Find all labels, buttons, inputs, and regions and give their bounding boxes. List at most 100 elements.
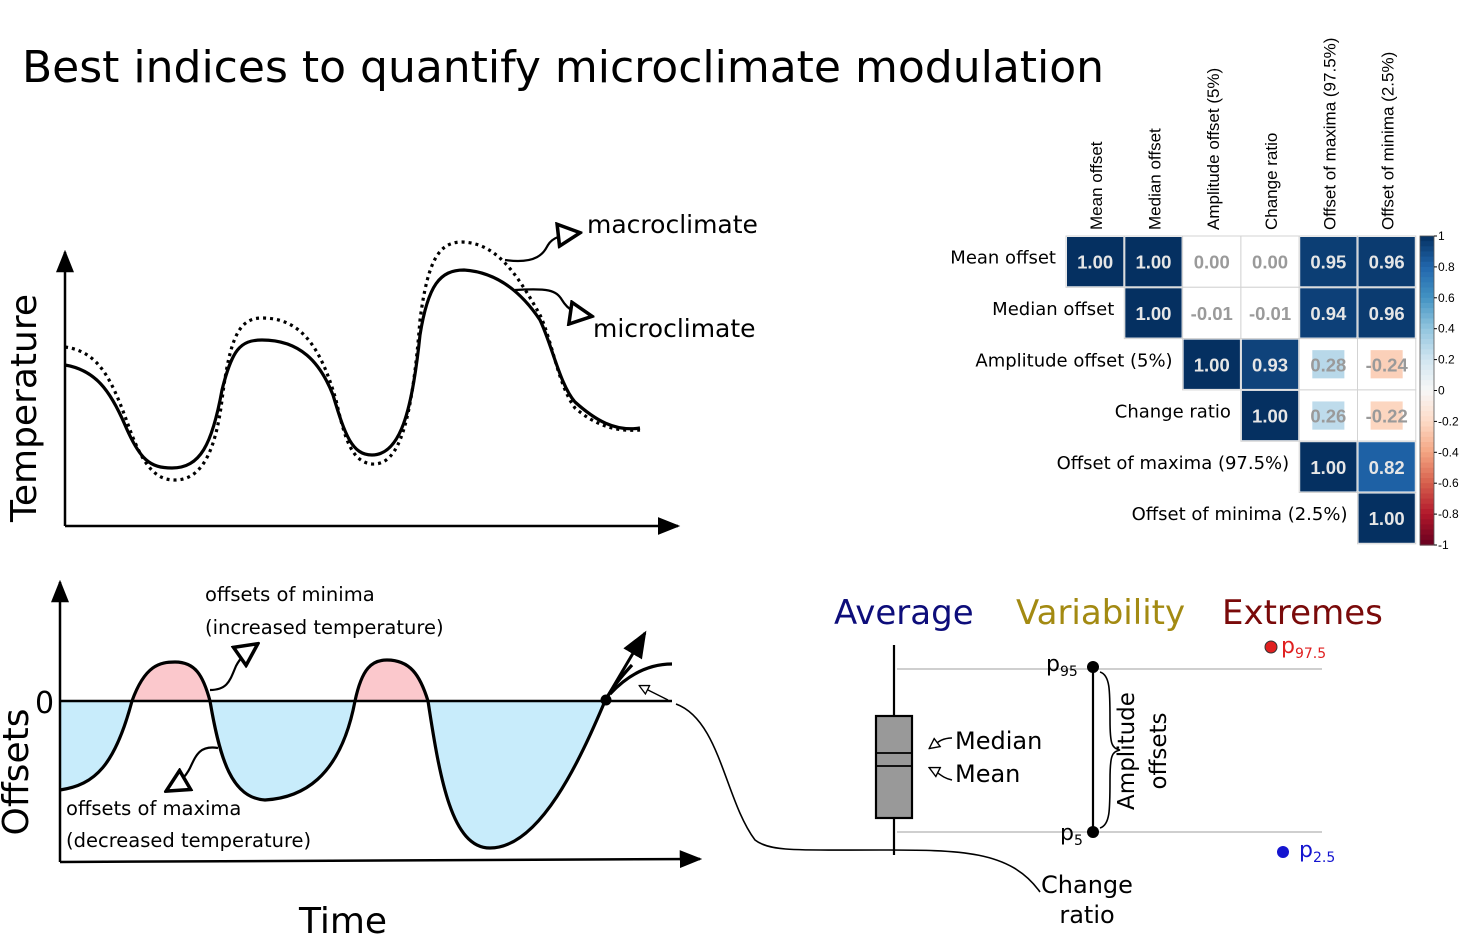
heatmap-row-label: Amplitude offset (5%) — [975, 350, 1172, 371]
heatmap-cell — [1241, 390, 1299, 441]
p5-label: p5 — [1060, 821, 1083, 849]
colorbar-segment — [1420, 272, 1434, 278]
maxima-label-line2: (decreased temperature) — [66, 829, 311, 852]
heatmap-value: 1.00 — [1194, 354, 1230, 375]
heatmap-cell — [1312, 350, 1345, 379]
heatmap-cell — [1300, 237, 1357, 287]
colorbar-segment — [1420, 287, 1434, 294]
heatmap-value: -0.01 — [1191, 303, 1233, 324]
colorbar-segment — [1420, 369, 1434, 376]
change-ratio-tangent — [604, 630, 647, 700]
colorbar-segment — [1420, 333, 1434, 340]
offsets-axis-label: Offsets — [0, 709, 37, 836]
colorbar-tick-label: 0 — [1438, 384, 1445, 398]
change-ratio-label-line2: ratio — [1059, 901, 1114, 929]
colorbar-segment — [1420, 375, 1434, 381]
indices-panel: Average Variability Extremes Median Mean… — [834, 593, 1383, 929]
offsets-x-axis — [59, 850, 703, 869]
heatmap-value: 1.00 — [1252, 406, 1288, 427]
p25-point — [1277, 846, 1289, 858]
heatmap-value: 1.00 — [1310, 457, 1346, 478]
colorbar-segment — [1420, 514, 1434, 520]
change-ratio-connector — [675, 703, 1041, 893]
maxima-pointer — [168, 746, 219, 790]
heatmap-row-label: Median offset — [992, 299, 1114, 320]
average-heading: Average — [834, 593, 974, 633]
colorbar-segment — [1420, 318, 1434, 325]
colorbar-tick-label: 0.6 — [1438, 291, 1455, 305]
heatmap-value: 1.00 — [1077, 252, 1113, 273]
change-ratio-pointer — [640, 686, 669, 701]
colorbar-segment — [1420, 431, 1434, 438]
minima-pointer — [209, 645, 256, 692]
heatmap-cell — [1300, 288, 1357, 338]
colorbar-segment — [1420, 467, 1434, 474]
heatmap-value: 0.26 — [1310, 406, 1346, 427]
median-pointer — [930, 737, 953, 748]
colorbar-segment — [1420, 328, 1434, 335]
colorbar-segment — [1420, 308, 1434, 314]
heatmap-cell — [1312, 401, 1345, 430]
colorbar-segment — [1420, 452, 1434, 459]
colorbar-segment — [1420, 385, 1434, 392]
colorbar-segment — [1420, 364, 1434, 371]
colorbar-segment — [1420, 323, 1434, 330]
colorbar-segment — [1420, 478, 1434, 484]
colorbar-segment — [1420, 297, 1434, 304]
heatmap-cell — [1125, 288, 1182, 338]
colorbar-segment — [1420, 426, 1434, 433]
heatmap-cell — [1300, 442, 1357, 492]
colorbar-segment — [1420, 462, 1434, 469]
colorbar-segment — [1420, 421, 1434, 428]
heatmap-cell — [1183, 339, 1240, 389]
heatmap-row-label: Change ratio — [1115, 402, 1231, 423]
extremes-heading: Extremes — [1222, 593, 1383, 633]
heatmap-value: -0.01 — [1249, 303, 1291, 324]
colorbar-tick-label: -0.2 — [1438, 414, 1459, 428]
positive-offset-area — [132, 662, 210, 701]
heatmap-value: 1.00 — [1135, 303, 1171, 324]
p975-label: p97.5 — [1281, 634, 1326, 662]
negative-offset-area — [60, 701, 132, 790]
colorbar-segment — [1420, 354, 1434, 361]
time-axis-label: Time — [298, 901, 387, 935]
heatmap-cell — [1370, 401, 1403, 430]
macroclimate-curve — [64, 240, 641, 482]
mean-pointer — [930, 768, 953, 781]
heatmap-value: 0.82 — [1369, 457, 1405, 478]
heatmap-cell — [1358, 288, 1415, 338]
heatmap-cell — [1125, 237, 1182, 287]
heatmap-value: 1.00 — [1369, 508, 1405, 529]
colorbar-segment — [1420, 498, 1434, 505]
colorbar: 1 0.8 0.6 0.4 0.2 0 -0.2 -0.4 -0.6 -0.8 -1 — [1419, 229, 1459, 552]
colorbar-tick-label: 0.8 — [1438, 260, 1455, 274]
amplitude-label-line1: Amplitude — [1114, 692, 1140, 810]
colorbar-segment — [1420, 457, 1434, 464]
heatmap-cell — [1370, 350, 1403, 379]
offset-curve-tail — [608, 662, 673, 696]
heatmap-value: 0.95 — [1310, 252, 1346, 273]
heatmap-cell — [1358, 442, 1415, 492]
colorbar-segment — [1420, 241, 1434, 247]
zero-label: 0 — [35, 686, 54, 721]
amplitude-brace — [1099, 671, 1121, 829]
colorbar-segment — [1420, 380, 1434, 386]
amplitude-label-line2: offsets — [1146, 712, 1172, 789]
heatmap-cell-border — [1240, 235, 1300, 288]
macroclimate-label: macroclimate — [587, 210, 758, 239]
mean-label: Mean — [955, 760, 1020, 788]
microclimate-pointer — [514, 288, 590, 316]
heatmap-value: 0.00 — [1252, 252, 1288, 273]
colorbar-segment — [1420, 236, 1434, 242]
colorbar-segment — [1420, 539, 1434, 546]
colorbar-segment — [1420, 488, 1434, 495]
p25-label: p2.5 — [1299, 838, 1335, 866]
heatmap-row-label: Mean offset — [950, 248, 1056, 269]
offsets-panel: 0 Offsets Time offsets of minima (increa… — [0, 579, 1041, 935]
median-label: Median — [955, 727, 1042, 755]
colorbar-segment — [1420, 524, 1434, 531]
colorbar-segment — [1420, 405, 1434, 412]
correlation-matrix: 1.00 1.00 0.00 0.00 0.95 0.96 1.00 -0.01 -0.01 0.… — [950, 38, 1417, 545]
colorbar-segment — [1420, 447, 1434, 453]
